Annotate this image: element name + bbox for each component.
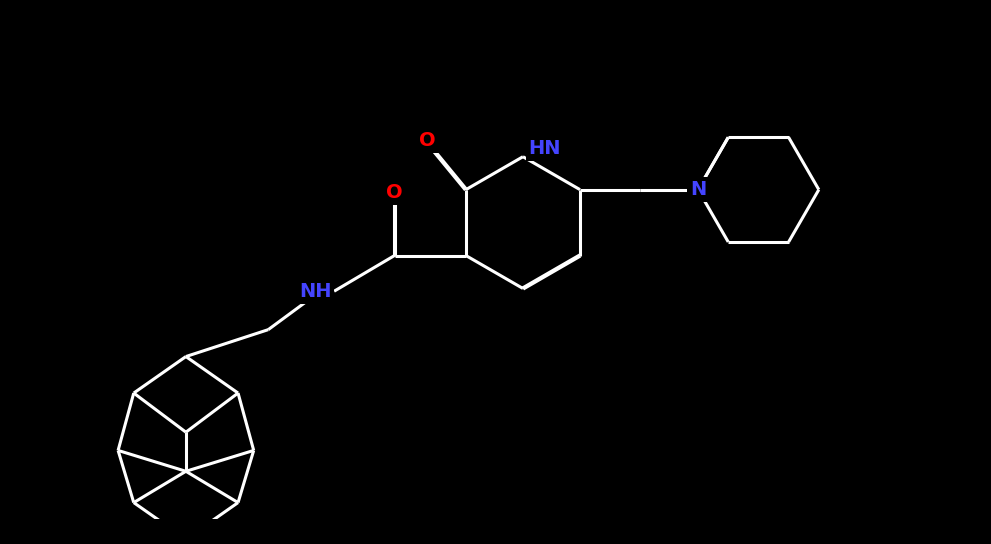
Text: HN: HN xyxy=(528,139,561,158)
Text: N: N xyxy=(690,180,707,199)
Text: NH: NH xyxy=(299,282,331,301)
Text: O: O xyxy=(386,183,402,202)
Text: O: O xyxy=(419,131,436,150)
